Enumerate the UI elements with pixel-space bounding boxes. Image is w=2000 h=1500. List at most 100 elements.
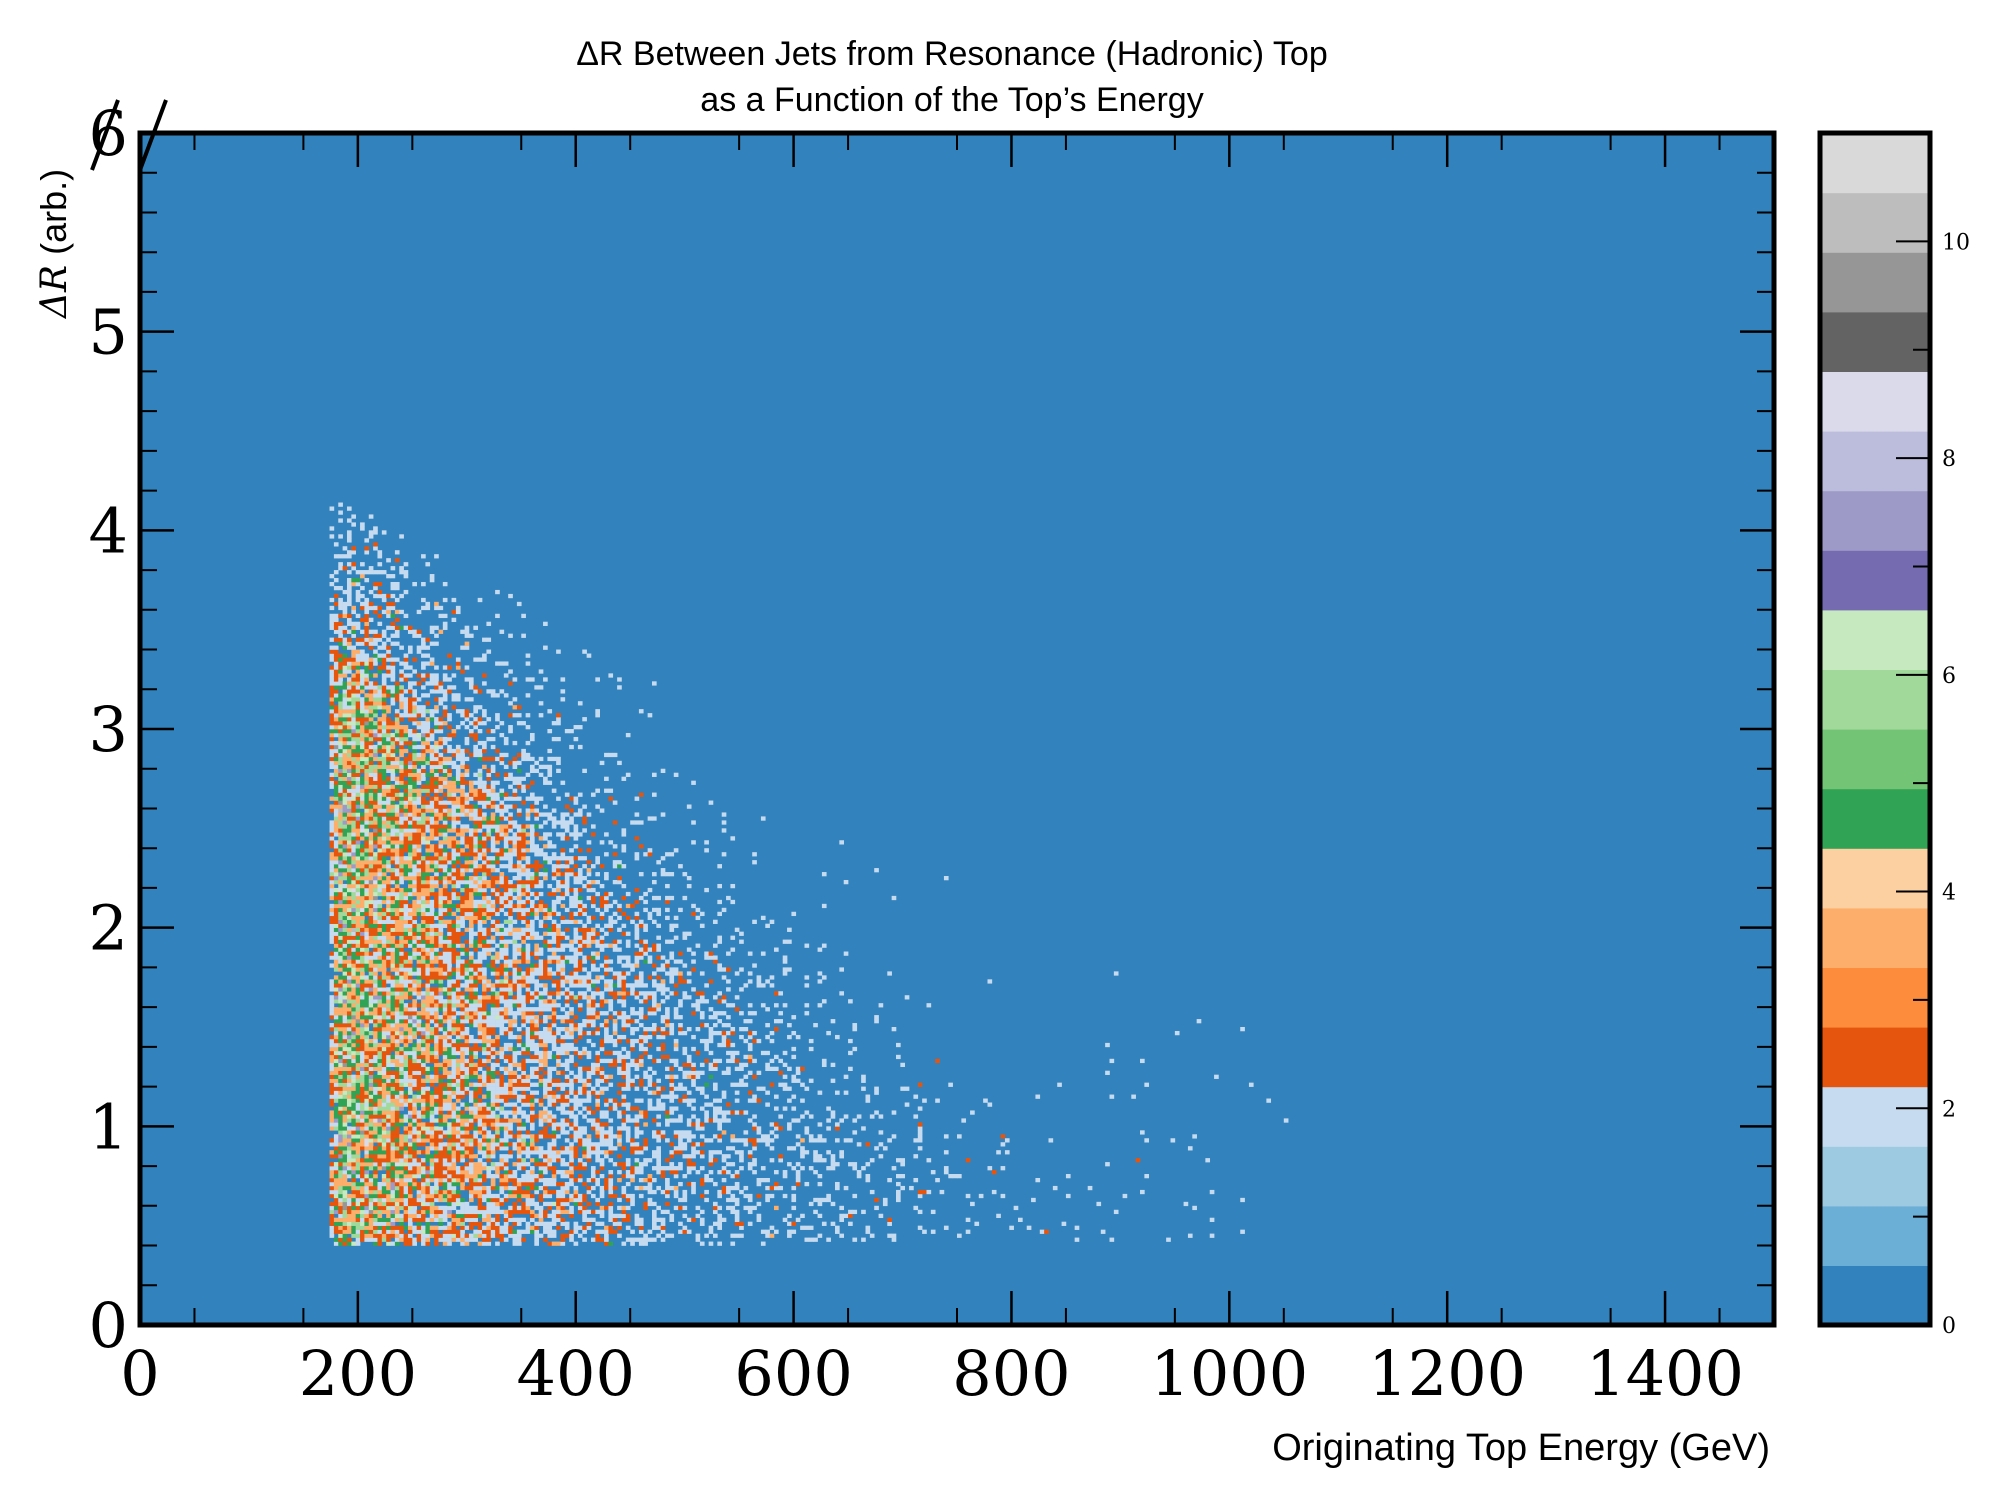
heatmap-cell [477,1233,483,1238]
heatmap-cell [482,796,487,801]
heatmap-cell [386,1019,391,1024]
heatmap-cell [390,661,396,666]
heatmap-cell [438,1086,444,1091]
heatmap-cell [355,748,361,754]
heatmap-cell [377,701,383,706]
heatmap-cell [364,776,370,781]
heatmap-cell [407,1225,413,1230]
heatmap-cell [403,1233,409,1238]
heatmap-cell [338,721,343,726]
heatmap-cell [394,736,400,742]
heatmap-cell [381,1185,387,1191]
heatmap-cell [482,1189,487,1195]
heatmap-cell [455,931,461,936]
heatmap-cell [455,832,461,837]
heatmap-cell [473,856,478,861]
heatmap-cell [477,1177,483,1183]
heatmap-cell [468,1205,474,1211]
heatmap-cell [342,1082,348,1087]
heatmap-cell [399,764,404,770]
heatmap-cell [394,824,400,829]
heatmap-cell [351,979,356,984]
heatmap-cell [447,788,452,793]
heatmap-cell [447,1038,452,1044]
heatmap-cell [464,633,470,638]
heatmap-cell [429,935,435,940]
heatmap-cell [442,1019,448,1024]
heatmap-cell [460,840,465,845]
heatmap-cell [381,864,387,869]
heatmap-cell [442,772,448,777]
heatmap-cell [386,725,391,730]
heatmap-cell [416,1118,422,1123]
heatmap-cell [386,1166,391,1171]
heatmap-cell [429,1098,435,1103]
heatmap-cell [390,1221,396,1226]
heatmap-cell [360,1174,365,1179]
heatmap-cell [364,1042,370,1048]
heatmap-cell [473,820,478,825]
heatmap-cell [451,752,457,758]
heatmap-cell [329,649,335,654]
heatmap-cell [482,895,487,901]
heatmap-cell [438,899,444,905]
heatmap-cell [338,816,343,821]
heatmap-cell [421,1170,426,1175]
heatmap-cell [473,1062,478,1068]
heatmap-cell [412,868,417,873]
heatmap-cell [351,931,356,936]
heatmap-cell [399,1030,404,1036]
heatmap-cell [360,1181,365,1187]
heatmap-cell [473,1126,478,1131]
heatmap-cell [364,788,370,793]
heatmap-cell [477,812,483,817]
heatmap-cell [373,609,378,615]
heatmap-cell [447,1237,452,1242]
heatmap-cell [386,1150,391,1155]
heatmap-cell [407,1130,413,1135]
heatmap-cell [482,947,487,952]
heatmap-cell [399,1185,404,1191]
heatmap-cell [429,689,435,694]
heatmap-cell [473,919,478,924]
heatmap-cell [377,657,383,662]
heatmap-cell [403,812,409,817]
heatmap-cell [373,975,378,980]
heatmap-cell [412,840,417,845]
heatmap-cell [329,701,335,706]
heatmap-cell [407,864,413,869]
heatmap-cell [390,740,396,746]
heatmap-cell [403,1046,409,1052]
heatmap-cell [355,1054,361,1060]
heatmap-cell [346,991,352,996]
heatmap-cell [425,1046,431,1052]
heatmap-cell [351,1110,356,1115]
heatmap-cell [338,677,343,682]
heatmap-cell [338,1205,343,1211]
heatmap-cell [342,693,348,698]
heatmap-cell [368,999,374,1004]
heatmap-cell [333,1062,339,1068]
heatmap-cell [333,991,339,996]
heatmap-cell [482,999,487,1004]
heatmap-cell [364,903,370,909]
heatmap-cell [333,621,339,626]
heatmap-cell [394,1003,400,1008]
heatmap-cell [477,1213,483,1219]
heatmap-cell [407,1193,413,1199]
heatmap-cell [399,967,404,972]
heatmap-cell [364,943,370,948]
heatmap-cell [338,876,343,881]
heatmap-cell [351,1078,356,1083]
heatmap-cell [399,1142,404,1147]
heatmap-cell [333,852,339,857]
heatmap-cell [329,1209,335,1215]
heatmap-cell [425,1241,431,1246]
heatmap-cell [455,1030,461,1036]
heatmap-cell [386,804,391,809]
heatmap-cell [412,717,417,722]
heatmap-cell [434,1185,439,1191]
heatmap-cell [390,1166,396,1171]
heatmap-cell [399,828,404,833]
heatmap-cell [429,1106,435,1111]
